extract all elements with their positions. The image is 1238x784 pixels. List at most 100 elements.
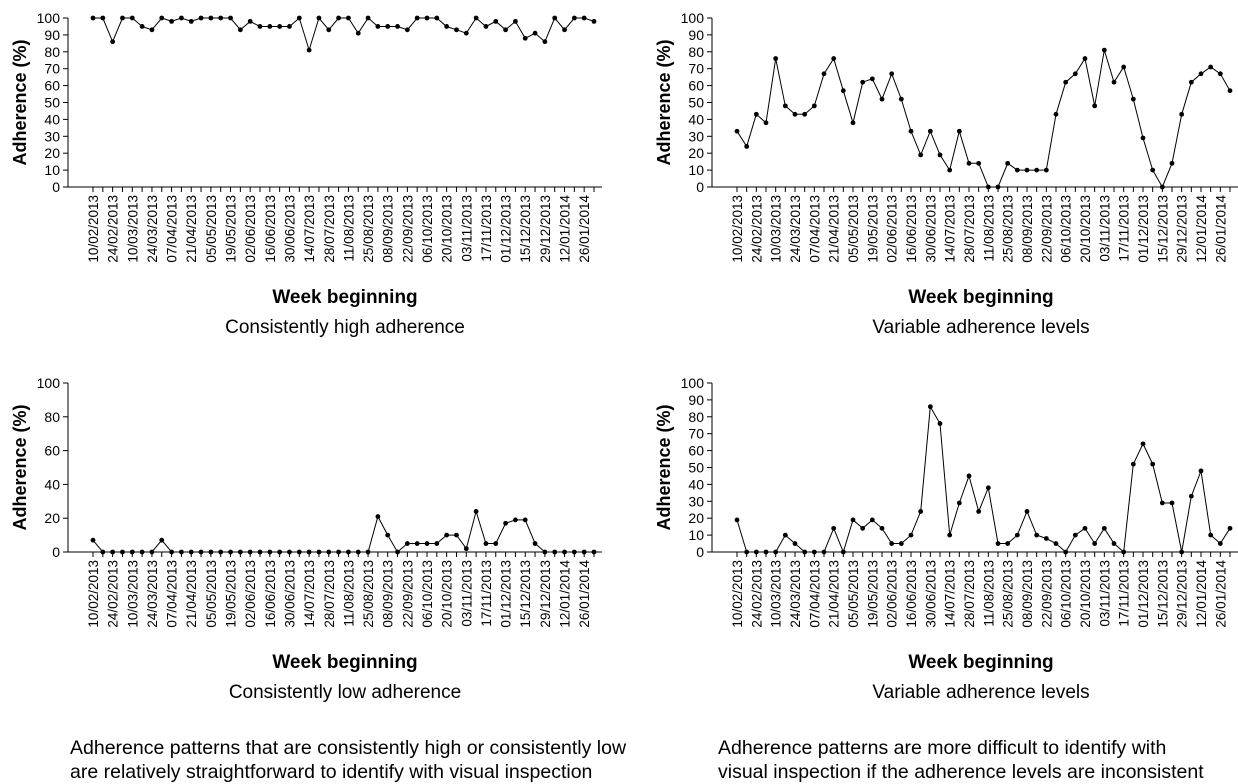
y-tick-label: 0 — [52, 544, 60, 560]
x-tick-label: 15/12/2013 — [1155, 195, 1170, 263]
x-tick-label: 17/11/2013 — [1117, 195, 1132, 262]
data-point — [802, 111, 808, 117]
x-tick-label: 25/08/2013 — [1001, 560, 1016, 628]
data-point — [522, 517, 528, 523]
data-point — [395, 549, 400, 555]
data-point — [1198, 71, 1204, 77]
data-point — [1024, 167, 1030, 173]
y-tick-label: 80 — [44, 44, 60, 60]
data-point — [503, 520, 508, 526]
data-point — [734, 517, 740, 523]
y-tick-label: 100 — [37, 375, 61, 391]
x-tick-label: 07/04/2013 — [165, 195, 180, 263]
data-point — [1140, 441, 1146, 447]
data-point — [542, 39, 548, 45]
data-point — [869, 517, 875, 523]
data-point — [1159, 184, 1165, 190]
data-point — [966, 160, 972, 166]
data-point — [110, 549, 116, 555]
data-point — [1140, 135, 1146, 141]
data-point — [591, 549, 597, 555]
data-point — [90, 537, 96, 543]
data-point — [744, 144, 750, 149]
data-point — [898, 541, 904, 546]
data-point — [581, 15, 587, 21]
x-tick-label: 28/07/2013 — [962, 195, 977, 263]
data-point — [1034, 167, 1040, 173]
data-point — [129, 15, 135, 21]
data-point — [918, 509, 924, 514]
data-point — [1101, 525, 1107, 531]
data-point — [1169, 160, 1175, 166]
x-tick-label: 21/04/2013 — [184, 560, 199, 628]
data-point — [1227, 88, 1233, 94]
data-point — [90, 15, 96, 21]
data-point — [375, 514, 381, 519]
data-point — [571, 549, 577, 555]
x-tick-label: 24/03/2013 — [788, 560, 803, 628]
data-point — [542, 549, 548, 555]
data-point — [1159, 500, 1165, 506]
data-point — [821, 549, 827, 555]
data-point — [1005, 541, 1011, 546]
x-tick-label: 06/10/2013 — [420, 560, 435, 628]
data-point — [493, 18, 499, 24]
x-tick-label: 30/06/2013 — [923, 560, 938, 628]
x-tick-label: 11/08/2013 — [341, 195, 356, 262]
data-point — [306, 47, 312, 53]
data-point — [947, 167, 953, 173]
data-point — [927, 404, 933, 410]
x-tick-label: 10/03/2013 — [769, 560, 784, 628]
x-tick-label: 22/09/2013 — [400, 560, 415, 628]
data-point — [208, 549, 214, 555]
data-point — [908, 128, 914, 134]
y-tick-label: 60 — [688, 443, 704, 459]
data-point — [1111, 541, 1117, 546]
data-point — [773, 549, 779, 555]
data-point — [179, 549, 184, 555]
x-tick-label: 01/12/2013 — [1136, 560, 1151, 628]
x-tick-label: 12/01/2014 — [1194, 195, 1209, 263]
data-point — [562, 27, 567, 33]
data-point — [149, 549, 155, 555]
x-tick-label: 24/03/2013 — [145, 560, 160, 628]
x-tick-label: 24/02/2013 — [749, 560, 764, 628]
y-tick-label: 20 — [688, 510, 704, 526]
x-tick-label: 14/07/2013 — [943, 560, 958, 628]
x-tick-label: 20/10/2013 — [440, 195, 455, 263]
x-tick-label: 15/12/2013 — [518, 560, 533, 628]
data-point — [753, 549, 759, 555]
x-tick-label: 10/02/2013 — [86, 560, 101, 628]
y-tick-label: 40 — [44, 476, 60, 492]
x-tick-label: 10/02/2013 — [730, 560, 745, 628]
y-tick-label: 20 — [44, 145, 60, 161]
x-tick-label: 14/07/2013 — [943, 195, 958, 263]
x-tick-label: 24/03/2013 — [788, 195, 803, 263]
x-tick-label: 19/05/2013 — [224, 195, 239, 263]
data-point — [1217, 71, 1223, 77]
data-point — [444, 24, 450, 29]
x-tick-label: 24/03/2013 — [145, 195, 160, 263]
data-point — [188, 18, 194, 24]
data-point — [840, 88, 846, 94]
data-point — [454, 27, 459, 33]
data-point — [237, 549, 243, 555]
x-tick-label: 03/11/2013 — [1097, 195, 1112, 262]
data-point — [346, 15, 351, 21]
data-point — [869, 76, 875, 82]
data-point — [375, 24, 381, 29]
series-line — [736, 49, 1231, 189]
x-tick-label: 29/12/2013 — [538, 560, 553, 628]
y-tick-label: 30 — [688, 128, 704, 144]
data-point — [571, 15, 577, 21]
x-tick-label: 21/04/2013 — [827, 195, 842, 263]
chart-3: 0 20 40 60 80 100 10/02/2013 24/02/2013 10/03/20… — [10, 375, 602, 703]
data-point — [802, 549, 808, 555]
y-tick-label: 10 — [688, 162, 704, 178]
data-point — [1227, 525, 1233, 531]
data-point — [120, 15, 125, 21]
data-point — [336, 15, 341, 21]
data-point — [277, 24, 283, 29]
data-point — [493, 541, 499, 546]
data-point — [454, 532, 459, 538]
